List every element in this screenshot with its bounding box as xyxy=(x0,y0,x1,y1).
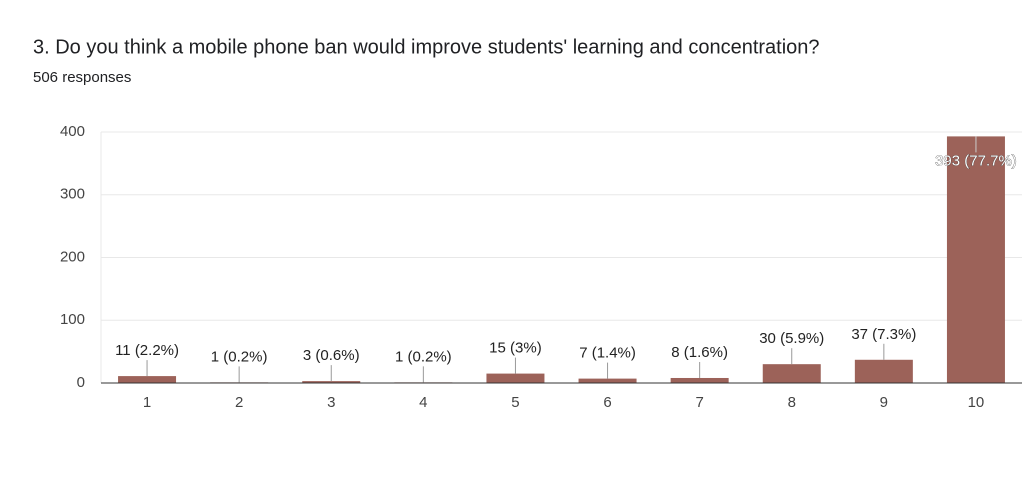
x-tick-label: 6 xyxy=(603,394,611,411)
value-label: 15 (3%) xyxy=(489,340,542,357)
x-tick-label: 5 xyxy=(511,394,519,411)
value-label: 11 (2.2%) xyxy=(115,342,179,359)
y-tick-label: 200 xyxy=(60,248,85,265)
value-label: 30 (5.9%) xyxy=(759,330,824,347)
value-label: 7 (1.4%) xyxy=(579,345,636,362)
chart-title: 3. Do you think a mobile phone ban would… xyxy=(33,36,820,58)
bar xyxy=(578,378,637,383)
x-tick-label: 8 xyxy=(788,394,796,411)
value-label: 393 (77.7%) xyxy=(935,152,1017,169)
bar xyxy=(946,136,1005,383)
bar xyxy=(762,364,821,383)
y-tick-label: 300 xyxy=(60,186,85,203)
bar xyxy=(670,377,729,383)
value-label: 8 (1.6%) xyxy=(671,344,728,361)
x-tick-label: 9 xyxy=(880,394,888,411)
y-tick-label: 100 xyxy=(60,311,85,328)
x-tick-label: 1 xyxy=(143,394,151,411)
bar xyxy=(302,381,361,383)
x-tick-label: 4 xyxy=(419,394,427,411)
y-tick-label: 400 xyxy=(60,123,85,140)
x-tick-label: 10 xyxy=(968,394,985,411)
x-tick-label: 3 xyxy=(327,394,335,411)
bar xyxy=(486,373,545,383)
value-label: 1 (0.2%) xyxy=(211,348,268,365)
value-label: 1 (0.2%) xyxy=(395,348,452,365)
x-tick-label: 7 xyxy=(695,394,703,411)
bar xyxy=(118,376,177,383)
bar xyxy=(854,359,913,383)
value-label: 37 (7.3%) xyxy=(851,326,916,343)
value-label: 3 (0.6%) xyxy=(303,347,360,364)
x-tick-label: 2 xyxy=(235,394,243,411)
y-tick-label: 0 xyxy=(77,374,85,391)
chart-subtitle: 506 responses xyxy=(33,69,131,86)
